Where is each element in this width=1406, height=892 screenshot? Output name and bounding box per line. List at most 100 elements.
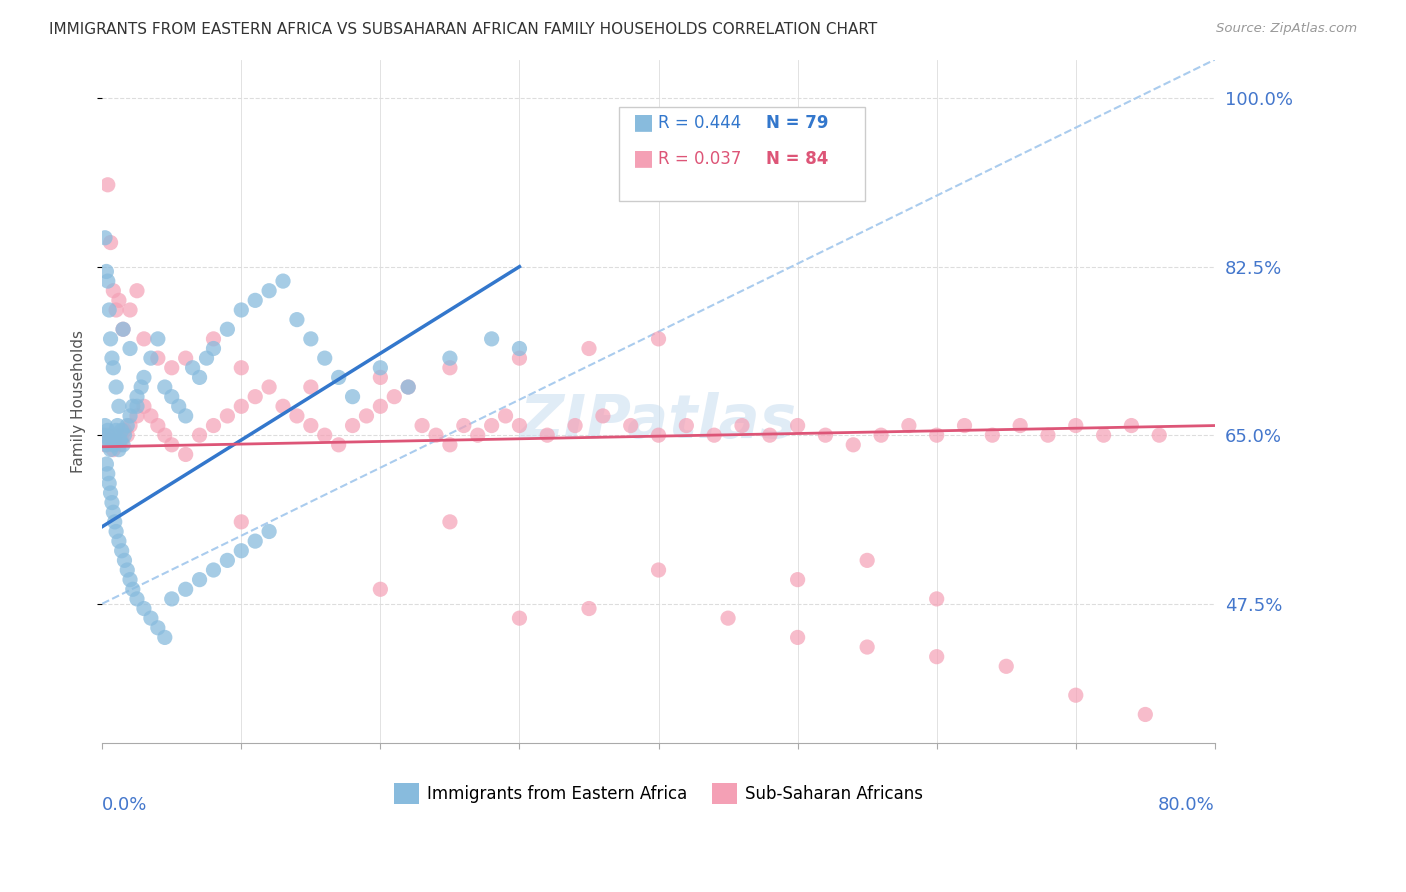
Point	[96, 438, 118, 452]
Point	[153, 631, 176, 645]
Point	[146, 351, 169, 366]
Point	[100, 442, 122, 457]
Point	[231, 303, 253, 318]
Point	[146, 332, 169, 346]
Point	[925, 649, 948, 664]
Text: R = 0.444: R = 0.444	[658, 114, 741, 132]
Point	[118, 573, 141, 587]
Point	[174, 582, 197, 597]
Point	[508, 611, 530, 625]
Point	[453, 418, 475, 433]
Point	[125, 284, 148, 298]
Point	[153, 428, 176, 442]
Point	[1092, 428, 1115, 442]
Point	[132, 399, 155, 413]
Point	[647, 563, 669, 577]
Point	[118, 303, 141, 318]
Point	[328, 438, 350, 452]
Point	[342, 390, 364, 404]
Point	[1121, 418, 1143, 433]
Point	[508, 351, 530, 366]
Point	[110, 433, 132, 447]
Point	[202, 332, 225, 346]
Point	[382, 390, 405, 404]
Point	[786, 631, 808, 645]
Text: N = 79: N = 79	[766, 114, 828, 132]
Point	[103, 360, 125, 375]
Point	[411, 418, 433, 433]
Point	[953, 418, 976, 433]
Point	[146, 621, 169, 635]
Point	[97, 423, 120, 437]
Point	[495, 409, 517, 423]
Point	[425, 428, 447, 442]
Point	[396, 380, 419, 394]
Point	[508, 418, 530, 433]
Point	[98, 476, 121, 491]
Point	[105, 524, 128, 539]
Text: R = 0.037: R = 0.037	[658, 150, 741, 168]
Point	[112, 322, 135, 336]
Point	[118, 342, 141, 356]
Point	[188, 428, 211, 442]
Point	[107, 418, 129, 433]
Point	[188, 370, 211, 384]
Point	[94, 231, 117, 245]
Point	[111, 433, 134, 447]
Point	[117, 418, 139, 433]
Text: Source: ZipAtlas.com: Source: ZipAtlas.com	[1216, 22, 1357, 36]
Point	[856, 640, 879, 654]
Point	[481, 332, 503, 346]
Point	[112, 322, 135, 336]
Point	[925, 428, 948, 442]
Point	[271, 274, 294, 288]
Point	[231, 399, 253, 413]
Point	[925, 591, 948, 606]
Point	[370, 370, 392, 384]
Text: 80.0%: 80.0%	[1159, 797, 1215, 814]
Point	[299, 418, 322, 433]
Point	[439, 351, 461, 366]
Point	[160, 591, 183, 606]
Point	[112, 438, 135, 452]
Point	[100, 235, 122, 250]
Point	[370, 582, 392, 597]
Point	[174, 409, 197, 423]
Point	[814, 428, 837, 442]
Point	[94, 418, 117, 433]
Point	[202, 342, 225, 356]
Point	[174, 447, 197, 461]
Point	[181, 360, 204, 375]
Point	[114, 553, 136, 567]
Point	[101, 495, 124, 509]
Point	[104, 515, 127, 529]
Point	[105, 428, 128, 442]
Point	[285, 409, 308, 423]
Point	[97, 428, 120, 442]
Point	[104, 433, 127, 447]
Point	[299, 332, 322, 346]
Point	[370, 399, 392, 413]
Point	[786, 573, 808, 587]
Point	[897, 418, 920, 433]
Point	[481, 418, 503, 433]
Point	[132, 332, 155, 346]
Point	[439, 515, 461, 529]
Point	[108, 442, 131, 457]
Point	[105, 380, 128, 394]
Point	[139, 351, 162, 366]
Point	[731, 418, 754, 433]
Point	[108, 534, 131, 549]
Point	[578, 601, 600, 615]
Point	[342, 418, 364, 433]
Point	[105, 423, 128, 437]
Text: 0.0%: 0.0%	[103, 797, 148, 814]
Point	[100, 433, 122, 447]
Point	[271, 399, 294, 413]
Point	[96, 264, 118, 278]
Point	[257, 284, 280, 298]
Point	[1064, 418, 1087, 433]
Point	[439, 438, 461, 452]
Point	[856, 553, 879, 567]
Point	[285, 312, 308, 326]
